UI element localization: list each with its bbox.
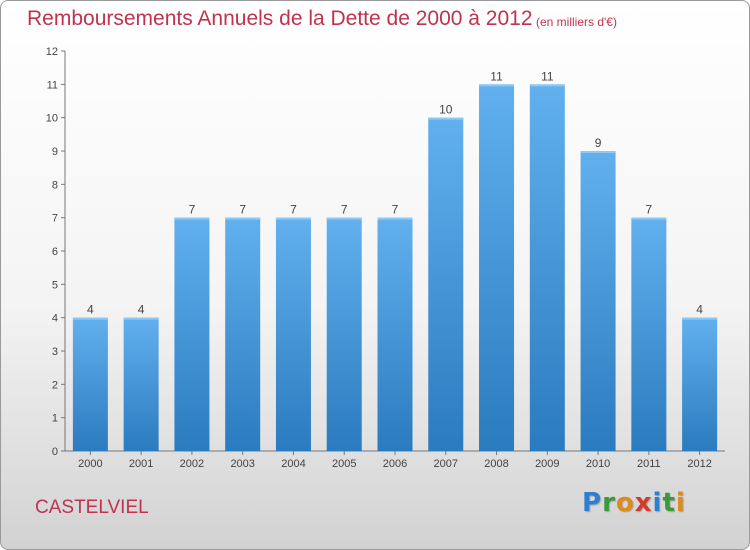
x-tick-label: 2004 [281, 458, 305, 470]
bar-2002 [174, 217, 210, 451]
bar-value-label: 11 [541, 69, 554, 83]
y-tick-label: 7 [52, 213, 58, 225]
bar-top-highlight [174, 217, 210, 220]
logo-letter: o [615, 488, 635, 518]
chart-unit: (en milliers d'€) [536, 15, 617, 29]
bar-2005 [326, 217, 362, 451]
bar-value-label: 10 [439, 103, 453, 117]
bar-top-highlight [682, 317, 718, 320]
bar-2008 [479, 84, 515, 451]
y-tick-label: 3 [52, 346, 58, 358]
x-tick-label: 2001 [129, 458, 153, 470]
bar-2001 [123, 317, 159, 451]
x-tick-label: 2007 [434, 458, 458, 470]
y-tick-label: 11 [47, 79, 58, 91]
bar-top-highlight [275, 217, 311, 220]
logo-letter: x [634, 488, 653, 518]
bar-top-highlight [377, 217, 413, 220]
bar-2009 [529, 84, 565, 451]
bar-top-highlight [479, 84, 515, 87]
bar-value-label: 7 [290, 203, 297, 217]
proxiti-logo: Proxiti [582, 488, 686, 518]
x-tick-label: 2002 [180, 458, 204, 470]
bar-top-highlight [326, 217, 362, 220]
y-tick-label: 8 [52, 179, 58, 191]
x-tick-label: 2000 [78, 458, 102, 470]
bar-2012 [682, 317, 718, 451]
y-tick-label: 9 [52, 146, 58, 158]
x-tick-label: 2011 [637, 458, 661, 470]
y-tick-label: 6 [52, 246, 58, 258]
bar-2010 [580, 151, 616, 451]
bar-top-highlight [72, 317, 108, 320]
bar-value-label: 7 [239, 203, 246, 217]
logo-letter: P [582, 488, 603, 518]
y-tick-label: 4 [52, 313, 58, 325]
y-tick-label: 2 [52, 379, 58, 391]
bar-value-label: 4 [138, 303, 145, 317]
y-tick-label: 1 [52, 413, 58, 425]
bar-2007 [428, 117, 464, 452]
bar-value-label: 7 [392, 203, 399, 217]
x-tick-label: 2005 [332, 458, 356, 470]
x-tick-label: 2008 [484, 458, 508, 470]
bar-value-label: 7 [189, 203, 196, 217]
chart-title: Remboursements Annuels de la Dette de 20… [27, 7, 533, 30]
bar-2006 [377, 217, 413, 451]
x-tick-label: 2003 [230, 458, 254, 470]
bar-top-highlight [631, 217, 667, 220]
bar-top-highlight [580, 151, 616, 153]
x-tick-label: 2006 [383, 458, 407, 470]
logo-letter: t [662, 488, 676, 518]
y-tick-label: 0 [52, 446, 58, 458]
x-tick-label: 2009 [535, 458, 559, 470]
logo-letter: i [652, 488, 663, 518]
bar-2000 [72, 317, 108, 451]
y-tick-label: 12 [46, 46, 58, 58]
bar-top-highlight [123, 317, 159, 320]
bar-top-highlight [225, 217, 261, 220]
logo-letter: i [675, 488, 686, 518]
x-tick-label: 2012 [687, 458, 711, 470]
logo-letter: r [602, 488, 616, 518]
bar-value-label: 4 [696, 303, 703, 317]
bar-2003 [225, 217, 261, 451]
x-tick-label: 2010 [586, 458, 610, 470]
town-name: CASTELVIEL [35, 497, 149, 518]
bar-value-label: 7 [341, 203, 348, 217]
y-tick-label: 5 [52, 279, 58, 291]
bar-value-label: 11 [490, 69, 503, 83]
bar-top-highlight [428, 117, 464, 120]
y-tick-label: 10 [46, 113, 58, 125]
bar-top-highlight [529, 84, 565, 87]
bar-value-label: 7 [646, 203, 653, 217]
bar-2004 [275, 217, 311, 451]
bar-value-label: 4 [87, 303, 94, 317]
bar-value-label: 9 [595, 136, 602, 150]
bar-2011 [631, 217, 667, 451]
